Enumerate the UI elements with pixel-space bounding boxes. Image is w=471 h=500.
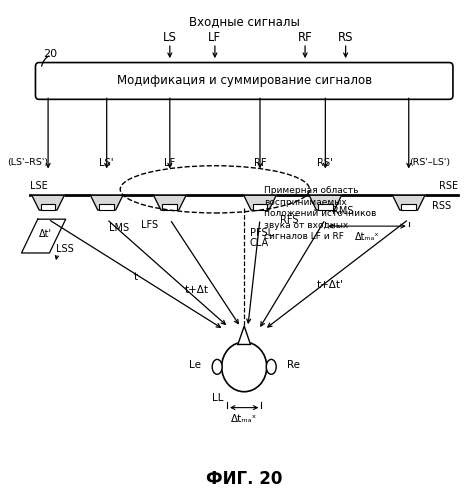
Polygon shape <box>32 196 65 210</box>
Text: 20: 20 <box>44 48 58 58</box>
Text: Входные сигналы: Входные сигналы <box>189 15 300 28</box>
Text: Re: Re <box>287 360 300 370</box>
Text: (RS'–LS'): (RS'–LS') <box>409 158 450 168</box>
Text: Модификация и суммирование сигналов: Модификация и суммирование сигналов <box>117 74 372 88</box>
Text: RSE: RSE <box>439 182 458 192</box>
Text: PFSL: PFSL <box>250 228 273 237</box>
Bar <box>162 204 177 210</box>
Polygon shape <box>238 326 251 344</box>
Text: RS: RS <box>338 30 353 44</box>
Text: LL: LL <box>212 392 223 402</box>
Ellipse shape <box>266 360 276 374</box>
FancyBboxPatch shape <box>35 62 453 100</box>
Text: LSE: LSE <box>30 182 48 192</box>
Text: Примерная область
воспринимаемых
положений источников
звука от входных
сигналов : Примерная область воспринимаемых положен… <box>265 186 377 241</box>
Text: LS: LS <box>163 30 177 44</box>
Bar <box>41 204 56 210</box>
Text: (LS'–RS'): (LS'–RS') <box>7 158 48 168</box>
Text: RSS: RSS <box>432 201 452 211</box>
Text: CLA: CLA <box>250 238 269 248</box>
Polygon shape <box>244 196 276 210</box>
Bar <box>99 204 114 210</box>
Text: t+Δt: t+Δt <box>185 285 209 295</box>
Bar <box>401 204 416 210</box>
Text: LSS: LSS <box>56 244 73 254</box>
Text: LF: LF <box>208 30 221 44</box>
Text: ФИГ. 20: ФИГ. 20 <box>206 470 283 488</box>
Polygon shape <box>392 196 425 210</box>
Text: Le: Le <box>189 360 202 370</box>
Bar <box>318 204 333 210</box>
Text: LMS: LMS <box>109 222 129 232</box>
Text: LS': LS' <box>99 158 114 168</box>
Polygon shape <box>154 196 186 210</box>
Text: RS': RS' <box>317 158 333 168</box>
Text: RF: RF <box>298 30 312 44</box>
Text: LF: LF <box>164 158 175 168</box>
Polygon shape <box>309 196 341 210</box>
Text: RMS: RMS <box>332 206 354 216</box>
Bar <box>252 204 268 210</box>
Ellipse shape <box>212 360 222 374</box>
Polygon shape <box>90 196 123 210</box>
Text: RFS: RFS <box>280 215 299 225</box>
Text: LFS: LFS <box>141 220 159 230</box>
Text: Δt': Δt' <box>40 228 52 238</box>
Text: Δtₘₐˣ: Δtₘₐˣ <box>355 232 379 242</box>
Circle shape <box>222 342 267 392</box>
Text: t+Δt': t+Δt' <box>317 280 343 290</box>
Text: t: t <box>134 272 138 282</box>
Text: Δtₘₐˣ: Δtₘₐˣ <box>231 414 257 424</box>
Text: RF: RF <box>254 158 266 168</box>
